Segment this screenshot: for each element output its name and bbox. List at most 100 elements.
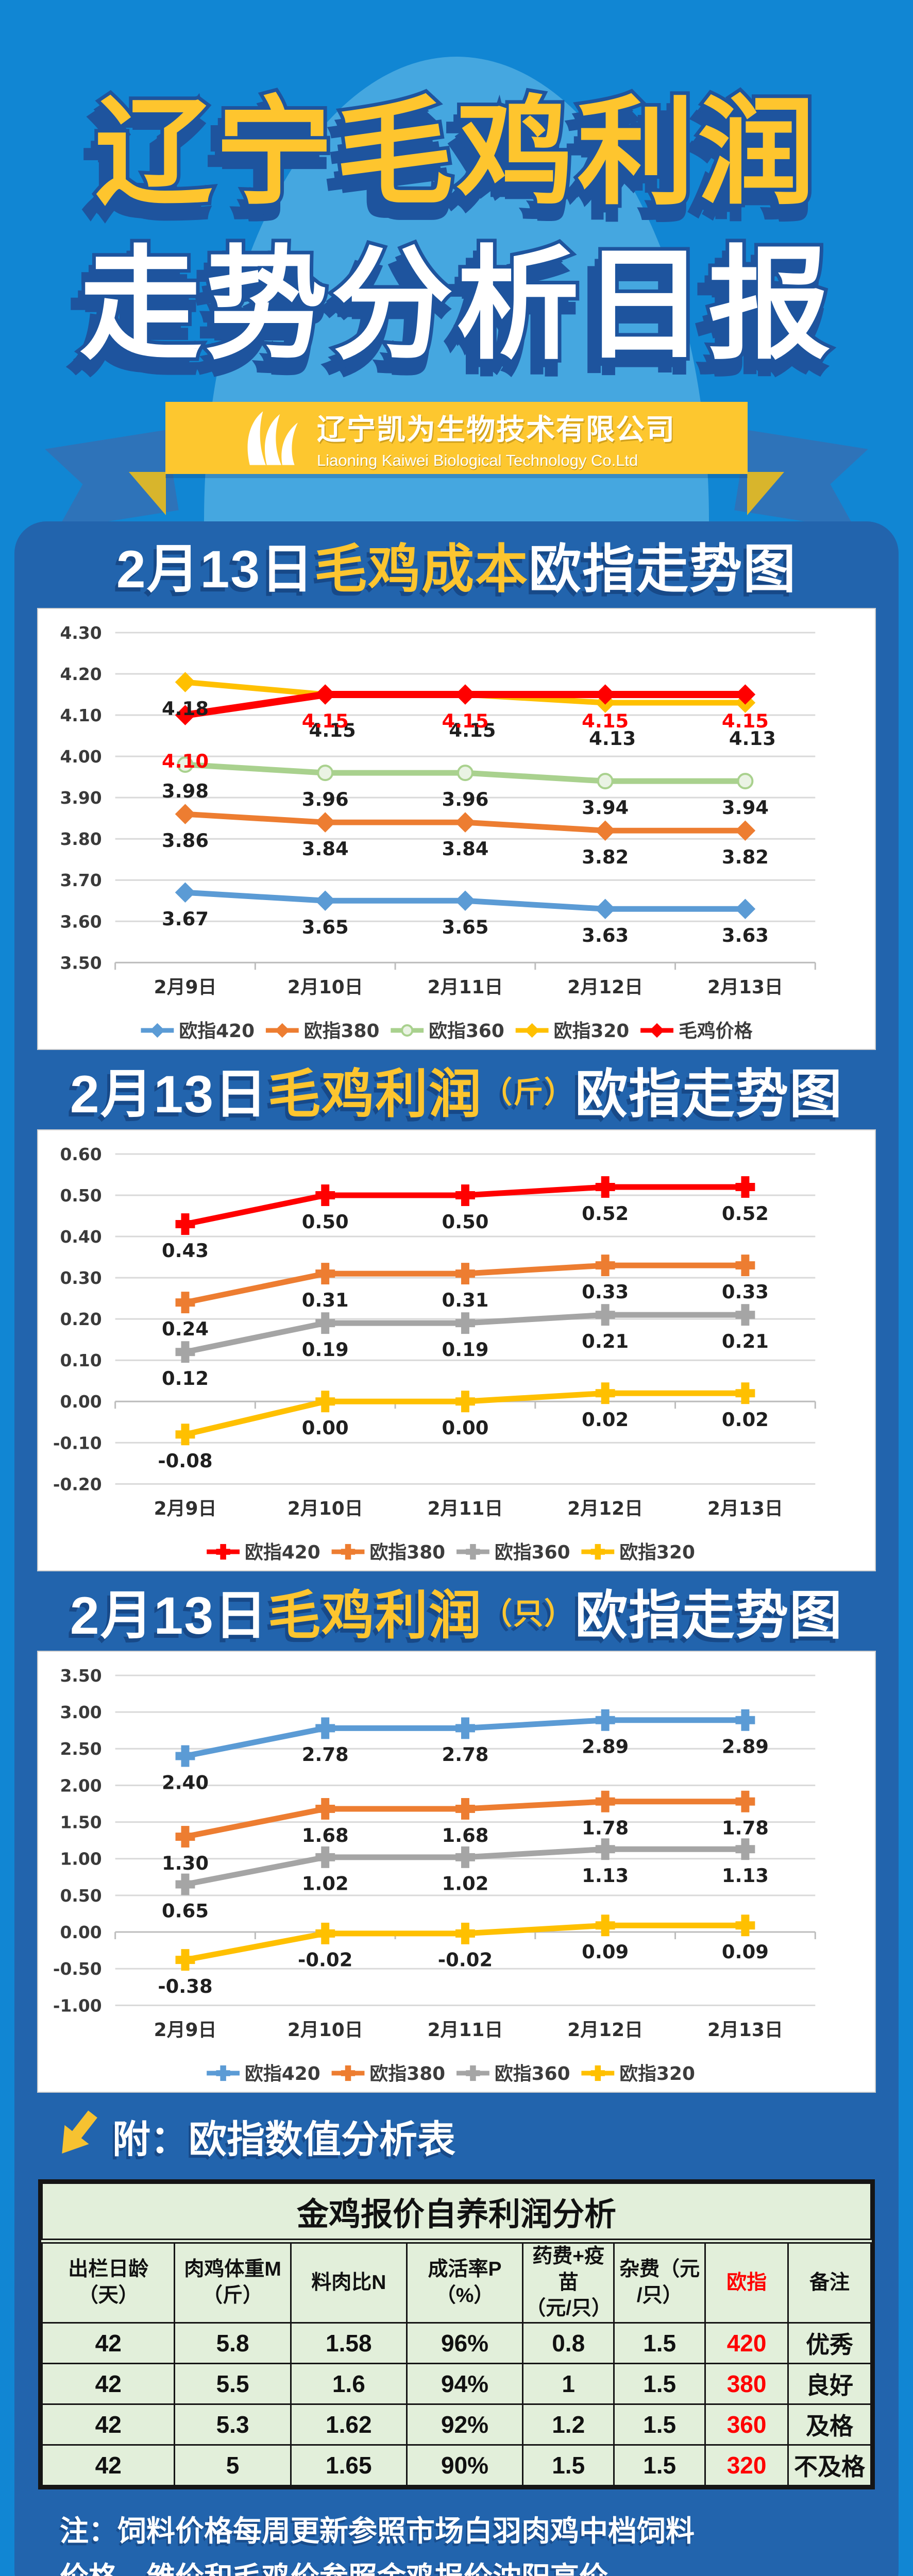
- table-header-cell: 杂费（元 /只）: [613, 2240, 706, 2324]
- table-cell: 42: [41, 2322, 176, 2365]
- svg-text:3.86: 3.86: [162, 829, 209, 852]
- svg-text:0.21: 0.21: [582, 1330, 629, 1352]
- svg-text:0.52: 0.52: [722, 1202, 769, 1225]
- svg-text:4.15: 4.15: [449, 719, 496, 741]
- company-logo-icon: [247, 411, 298, 465]
- svg-text:2月9日: 2月9日: [154, 977, 217, 998]
- svg-text:2.89: 2.89: [722, 1736, 769, 1758]
- svg-text:4.00: 4.00: [60, 747, 102, 767]
- svg-text:4.15: 4.15: [442, 710, 488, 732]
- table-header-cell: 备注: [787, 2240, 872, 2324]
- analysis-table-wrap: 金鸡报价自养利润分析 出栏日龄 （天） 肉鸡体重M （斤） 料肉比N 成活率P （%）药…: [38, 2179, 875, 2490]
- svg-text:欧指420: 欧指420: [245, 1542, 320, 1563]
- footnote-line1: 注：饲料价格每周更新参照市场白羽肉鸡中档饲料: [60, 2515, 695, 2548]
- svg-text:-0.08: -0.08: [158, 1450, 212, 1472]
- svg-text:3.60: 3.60: [60, 911, 102, 931]
- svg-text:2月11日: 2月11日: [428, 2020, 503, 2041]
- table-cell: 1.5: [613, 2322, 706, 2365]
- svg-text:4.18: 4.18: [162, 698, 209, 720]
- company-name-cn: 辽宁凯为生物技术有限公司: [317, 413, 675, 446]
- svg-text:-0.02: -0.02: [438, 1949, 493, 1971]
- svg-text:4.15: 4.15: [722, 710, 769, 732]
- svg-text:欧指360: 欧指360: [429, 1021, 504, 1042]
- svg-text:2月11日: 2月11日: [428, 977, 503, 998]
- svg-text:0.00: 0.00: [60, 1922, 102, 1942]
- svg-text:2月11日: 2月11日: [428, 1498, 503, 1519]
- svg-text:4.10: 4.10: [60, 705, 102, 725]
- svg-text:0.02: 0.02: [582, 1409, 629, 1431]
- section-title-segment: 毛鸡利润: [268, 1064, 483, 1124]
- table-header-row: 出栏日龄 （天） 肉鸡体重M （斤） 料肉比N 成活率P （%） 药费+疫苗 （元/只）…: [41, 2240, 872, 2324]
- content-panel: 2月13日 毛鸡成本 欧指走势图 3.50 3.60 3.70 3.80 3.90 4.00 4…: [14, 521, 899, 2576]
- svg-text:0.30: 0.30: [60, 1268, 102, 1288]
- table-cell: 5.5: [174, 2363, 292, 2405]
- svg-text:4.13: 4.13: [729, 727, 776, 750]
- table-header-cell: 出栏日龄 （天）: [41, 2240, 176, 2324]
- company-name-en: Liaoning Kaiwei Biological Technology Co…: [317, 451, 638, 469]
- table-row: 42 5 1.65 90% 1.5 1.5 320 不及格: [41, 2444, 872, 2487]
- table-cell: 1.65: [290, 2444, 408, 2487]
- svg-text:0.12: 0.12: [162, 1367, 209, 1389]
- section-title-segment: （斤）: [482, 1076, 576, 1109]
- svg-text:0.50: 0.50: [302, 1211, 349, 1233]
- section-title-segment: （只）: [482, 1597, 576, 1631]
- poster-title-line1: 辽宁毛鸡利润: [91, 84, 819, 222]
- svg-text:1.13: 1.13: [722, 1865, 769, 1887]
- svg-text:2月12日: 2月12日: [567, 2020, 643, 2041]
- svg-text:2.78: 2.78: [442, 1743, 488, 1766]
- table-cell: 1.5: [613, 2363, 706, 2405]
- table-cell: 1.62: [290, 2403, 408, 2446]
- svg-text:欧指420: 欧指420: [179, 1021, 255, 1042]
- svg-text:1.30: 1.30: [162, 1852, 209, 1874]
- chart-profit-jin-box: -0.20 -0.10 0.00 0.10 0.20 0.30 0.40 0.50 0.60 2月…: [37, 1129, 876, 1571]
- table-cell: 420: [704, 2322, 789, 2365]
- table-cell: 360: [704, 2403, 789, 2446]
- section-title-profit-jin-chart: 2月13日 毛鸡利润 （斤） 欧指走势图: [14, 1050, 899, 1129]
- svg-text:3.98: 3.98: [162, 780, 209, 802]
- poster-title: 辽宁毛鸡利润 走势分析日报: [0, 77, 913, 381]
- svg-text:0.09: 0.09: [722, 1941, 769, 1963]
- svg-text:3.96: 3.96: [302, 788, 349, 810]
- table-cell: 及格: [787, 2403, 872, 2446]
- table-cell: 320: [704, 2444, 789, 2487]
- chart-cost-box: 3.50 3.60 3.70 3.80 3.90 4.00 4.10 4.20 4.30 2月9日…: [37, 608, 876, 1050]
- table-cell: 优秀: [787, 2322, 872, 2365]
- svg-text:2月9日: 2月9日: [154, 1498, 217, 1519]
- svg-text:1.68: 1.68: [442, 1824, 488, 1846]
- svg-text:1.02: 1.02: [302, 1873, 349, 1895]
- section-title-segment: 欧指走势图: [575, 1064, 843, 1124]
- svg-text:4.15: 4.15: [309, 719, 356, 741]
- svg-text:2月13日: 2月13日: [707, 2020, 783, 2041]
- table-cell: 不及格: [787, 2444, 872, 2487]
- section-title-segment: 2月13日: [70, 1586, 268, 1645]
- svg-text:4.15: 4.15: [302, 710, 349, 732]
- table-cell: 1.5: [613, 2403, 706, 2446]
- svg-text:欧指420: 欧指420: [245, 2063, 320, 2084]
- svg-text:3.63: 3.63: [722, 924, 769, 946]
- company-banner: 辽宁凯为生物技术有限公司 Liaoning Kaiwei Biological …: [165, 402, 748, 474]
- svg-text:0.65: 0.65: [162, 1900, 209, 1922]
- svg-text:0.60: 0.60: [60, 1144, 102, 1164]
- appendix-heading-text: 附：欧指数值分析表: [112, 2117, 455, 2161]
- table-cell: 94%: [405, 2363, 524, 2405]
- svg-text:毛鸡价格: 毛鸡价格: [679, 1021, 753, 1042]
- table-title: 金鸡报价自养利润分析: [41, 2182, 872, 2244]
- footnote: 注：饲料价格每周更新参照市场白羽肉鸡中档饲料 价格，雏价和毛鸡价参照金鸡报价沈阳…: [60, 2508, 853, 2576]
- svg-text:3.67: 3.67: [162, 908, 209, 930]
- table-row: 42 5.5 1.6 94% 1 1.5 380 良好: [41, 2363, 872, 2405]
- svg-text:0.02: 0.02: [722, 1409, 769, 1431]
- section-title-segment: 2月13日: [70, 1064, 268, 1124]
- table-row: 42 5.3 1.62 92% 1.2 1.5 360 及格: [41, 2403, 872, 2446]
- analysis-table: 金鸡报价自养利润分析 出栏日龄 （天） 肉鸡体重M （斤） 料肉比N 成活率P （%）药…: [41, 2182, 872, 2487]
- svg-text:4.10: 4.10: [162, 750, 209, 772]
- svg-text:-1.00: -1.00: [53, 1995, 102, 2015]
- svg-text:3.50: 3.50: [60, 1666, 102, 1686]
- svg-text:2.00: 2.00: [60, 1775, 102, 1795]
- table-header-cell: 药费+疫苗 （元/只）: [522, 2240, 615, 2324]
- svg-text:-0.20: -0.20: [53, 1474, 102, 1494]
- svg-text:0.50: 0.50: [442, 1211, 488, 1233]
- svg-text:0.43: 0.43: [162, 1240, 209, 1262]
- svg-text:-0.38: -0.38: [158, 1975, 212, 1997]
- poster-title-line2: 走势分析日报: [76, 233, 834, 377]
- section-title-segment: 欧指走势图: [529, 539, 797, 599]
